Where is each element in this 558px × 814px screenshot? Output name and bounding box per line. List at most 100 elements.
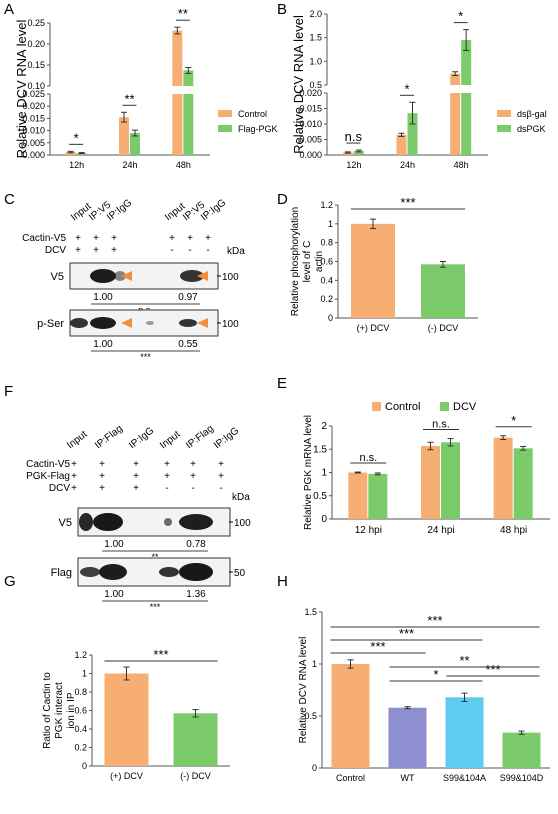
blot-band [179, 319, 197, 327]
panel-letter-H: H [277, 573, 288, 590]
bar-dsPGK-lower [461, 93, 472, 155]
y-tick-label: 0.4 [74, 724, 87, 734]
x-tick-label: S99&104D [500, 773, 544, 783]
blot-band [179, 514, 213, 530]
lane-label: IP:Flag [93, 423, 125, 451]
y-tick-label: 0.010 [299, 119, 322, 129]
x-tick-label: 48 hpi [500, 525, 527, 536]
sign: - [165, 483, 168, 494]
legend-swatch [497, 110, 511, 117]
legend-label: Control [385, 401, 420, 413]
y-tick-label: 0.005 [299, 135, 322, 145]
sign: + [75, 245, 81, 256]
y-tick-label: 0.2 [320, 294, 333, 304]
blot-band [90, 269, 116, 283]
quant-value: 1.36 [186, 589, 206, 600]
y-axis-title-line: ion in IP [66, 692, 77, 728]
significance-mark: *** [485, 662, 500, 677]
lane-label: IP:IgG [212, 425, 241, 451]
y-tick-label: 0.8 [320, 238, 333, 248]
y-tick-label: 1 [82, 669, 87, 679]
y-tick-label: 0.6 [74, 706, 87, 716]
bar [502, 732, 541, 768]
y-axis-title: Relative DCV RNA level [291, 15, 306, 154]
bar [331, 664, 370, 768]
significance-mark: * [74, 130, 79, 145]
bar-Control [493, 437, 513, 519]
significance-mark: *** [153, 647, 168, 662]
y-tick-label: 0.5 [304, 711, 317, 721]
x-tick-label: 24h [122, 160, 137, 170]
y-axis-title: Relative DCV RNA level [298, 637, 309, 744]
stat-label: ** [151, 552, 159, 562]
y-axis-title-line: actin [314, 251, 325, 272]
lane-label: Input [65, 429, 89, 451]
y-tick-label: 1 [328, 219, 333, 229]
significance-mark: n.s. [359, 452, 377, 464]
bar-dsPGK [353, 150, 364, 155]
bar [421, 264, 465, 318]
y-axis-title-line: level of C [302, 241, 313, 283]
panel-letter-D: D [277, 191, 288, 208]
y-tick-label: 0.005 [22, 138, 45, 148]
kda-label: kDa [227, 246, 245, 257]
sign: + [169, 233, 175, 244]
y-tick-label: 0 [321, 514, 327, 525]
significance-mark: * [433, 667, 438, 682]
legend-swatch [218, 110, 232, 117]
sign: - [188, 245, 191, 256]
y-tick-label: 0.5 [313, 491, 327, 502]
x-tick-label: (-) DCV [180, 771, 211, 781]
blot-band [79, 513, 93, 531]
quant-value: 0.97 [178, 292, 198, 303]
y-tick-label: 0 [312, 763, 317, 773]
bar-DCV [441, 442, 460, 519]
significance-mark: ** [124, 91, 134, 106]
bar [388, 707, 427, 768]
y-tick-label: 0.000 [22, 150, 45, 160]
y-tick-label: 0.5 [309, 80, 322, 90]
y-tick-label: 0.25 [27, 18, 45, 28]
sign: - [206, 245, 209, 256]
blot-band [114, 271, 126, 281]
quant-value: 1.00 [104, 539, 124, 550]
y-tick-label: 0.015 [299, 104, 322, 114]
x-tick-label: 12 hpi [355, 525, 382, 536]
significance-mark: n.s [345, 129, 363, 144]
y-tick-label: 0.4 [320, 275, 333, 285]
blot-band [164, 518, 172, 526]
y-tick-label: 0.10 [27, 81, 45, 91]
y-tick-label: 0.000 [299, 150, 322, 160]
sign: + [71, 471, 77, 482]
x-tick-label: (+) DCV [110, 771, 143, 781]
sign: - [170, 245, 173, 256]
quant-value: 0.78 [186, 539, 206, 550]
y-tick-label: 0 [82, 761, 87, 771]
quant-value: 0.55 [178, 339, 198, 350]
stat-label: *** [150, 602, 161, 612]
blot-band [146, 321, 154, 325]
sign: + [99, 483, 105, 494]
quant-value: 1.00 [93, 292, 113, 303]
y-axis-title: Relative DCV RNA level [14, 20, 29, 159]
sign: + [164, 459, 170, 470]
sign: + [205, 233, 211, 244]
legend-label: dsPGK [517, 124, 546, 134]
lane-label: IP:IgG [199, 197, 228, 223]
significance-mark: *** [427, 613, 442, 628]
significance-mark: *** [370, 639, 385, 654]
legend-label: DCV [453, 401, 477, 413]
y-tick-label: 0.6 [320, 257, 333, 267]
band-label: Flag [51, 567, 72, 579]
sign: + [190, 471, 196, 482]
sign: + [187, 233, 193, 244]
bar-Flag-PGK-lower [183, 94, 194, 155]
blot-band [99, 564, 127, 580]
legend-label: dsβ-gal [517, 109, 547, 119]
panel-letter-C: C [4, 191, 15, 208]
kda-label: kDa [232, 492, 250, 503]
row-label: DCV [45, 245, 66, 256]
y-tick-label: 0.20 [27, 39, 45, 49]
y-axis-title-line: Relative phosphorylation [290, 207, 301, 317]
